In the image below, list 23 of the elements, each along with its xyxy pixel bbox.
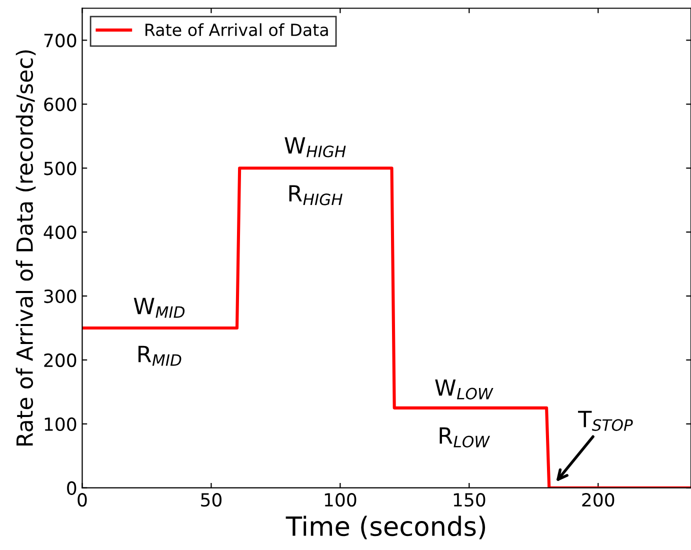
y-tick-label: 400	[44, 226, 76, 240]
y-tick-label: 300	[44, 289, 76, 304]
x-tick-label: 0	[78, 493, 87, 507]
y-tick-label: 200	[44, 353, 76, 368]
x-tick-label: 150	[454, 493, 486, 507]
y-axis-title: Rate of Arrival of Data (records/sec)	[16, 50, 36, 446]
y-tick-label: 0	[67, 481, 76, 495]
annotation: W$_{LOW}$	[435, 379, 494, 400]
x-axis-title: Time (seconds)	[286, 516, 486, 540]
x-tick-label: 100	[324, 493, 356, 507]
annotation: T$_{STOP}$	[578, 410, 633, 431]
annotation: R$_{LOW}$	[440, 427, 490, 448]
annotation: W$_{HIGH}$	[284, 137, 346, 158]
annotation: R$_{MID}$	[138, 346, 182, 366]
y-tick-label: 600	[44, 98, 76, 112]
annotation: R$_{HIGH}$	[289, 185, 342, 206]
x-tick-label: 50	[201, 493, 222, 507]
annotation: W$_{MID}$	[134, 298, 185, 318]
x-tick-label: 200	[582, 493, 614, 507]
y-tick-label: 500	[44, 162, 76, 176]
legend-label: Rate of Arrival of Data	[146, 23, 328, 36]
y-tick-label: 100	[44, 417, 76, 432]
y-tick-label: 700	[44, 34, 76, 48]
